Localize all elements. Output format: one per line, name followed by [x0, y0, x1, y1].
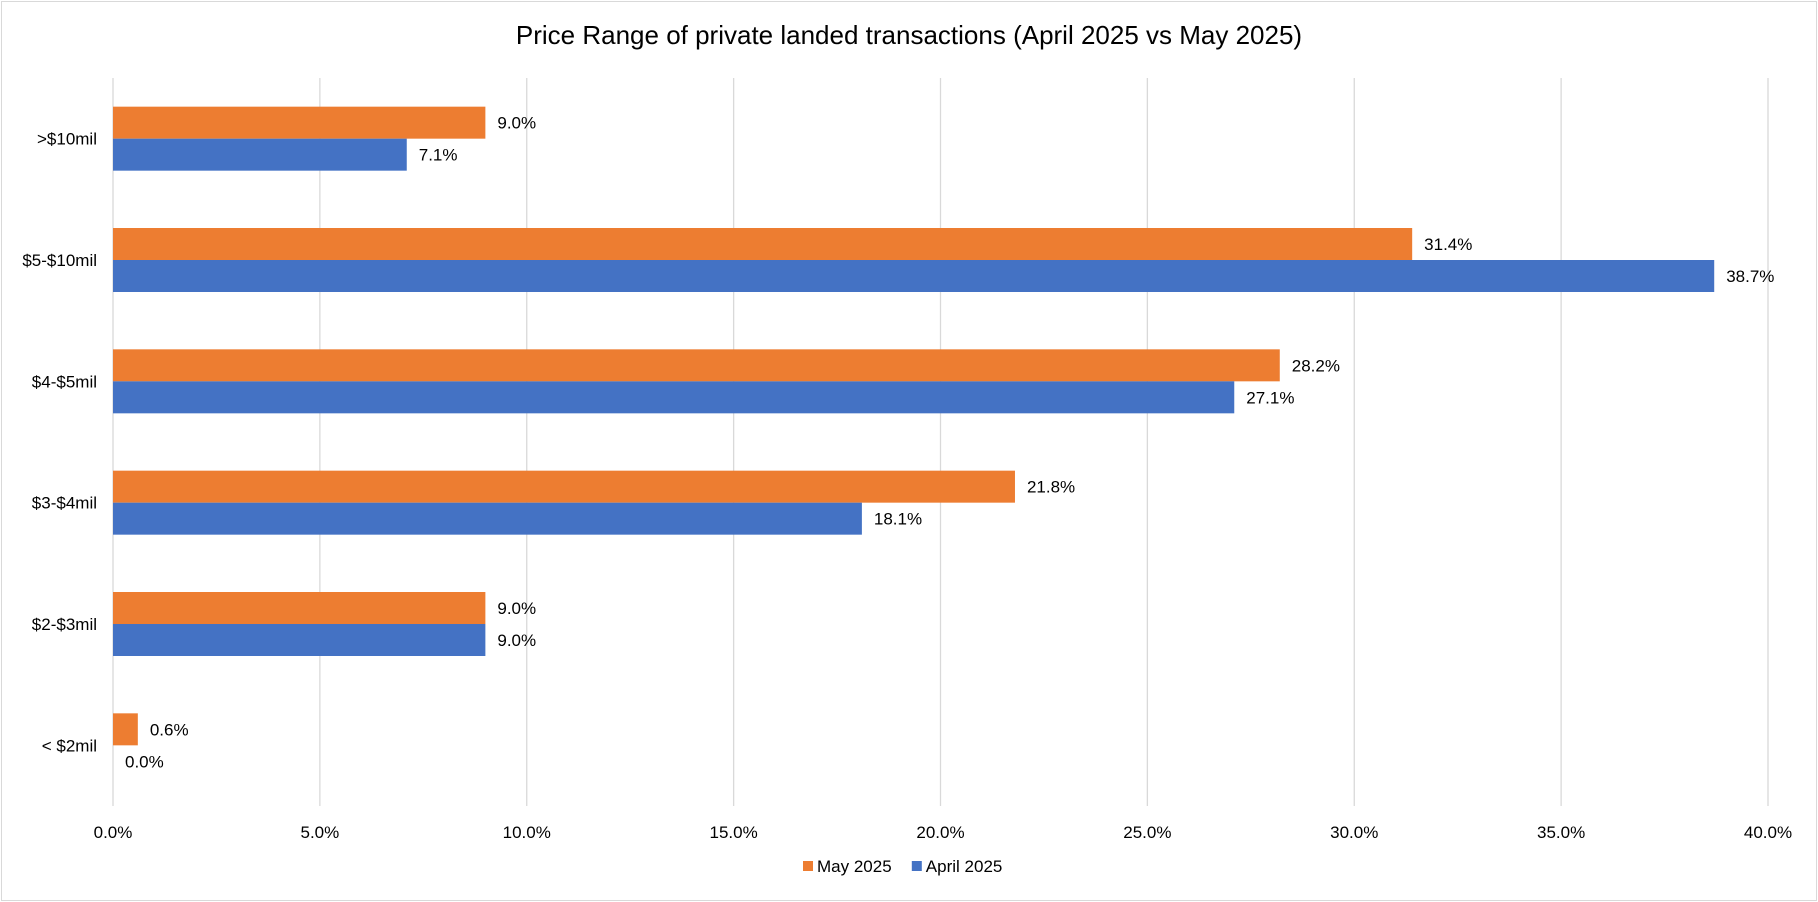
data-label: 21.8% — [1027, 478, 1075, 497]
data-label: 7.1% — [419, 146, 458, 165]
y-category-label: $2-$3mil — [32, 615, 97, 634]
data-label: 27.1% — [1246, 388, 1294, 407]
data-label: 28.2% — [1292, 356, 1340, 375]
data-label: 9.0% — [497, 599, 536, 618]
bar-may — [113, 349, 1280, 382]
legend-label: May 2025 — [817, 857, 892, 876]
x-tick-label: 20.0% — [916, 823, 964, 842]
legend: May 2025 April 2025 — [803, 857, 1002, 876]
bar-april — [113, 624, 486, 656]
x-tick-label: 10.0% — [503, 823, 551, 842]
bar-april — [113, 381, 1235, 414]
y-category-label: $5-$10mil — [22, 251, 97, 270]
y-category-label: < $2mil — [42, 736, 97, 755]
bar-may — [113, 592, 486, 624]
legend-swatch — [911, 861, 922, 871]
bars — [113, 106, 1715, 746]
category-axis-labels: >$10mil $5-$10mil $4-$5mil $3-$4mil $2-$3mil… — [22, 130, 97, 756]
x-tick-label: 35.0% — [1537, 823, 1585, 842]
x-tick-label: 15.0% — [710, 823, 758, 842]
y-category-label: $3-$4mil — [32, 494, 97, 513]
x-tick-label: 0.0% — [94, 823, 133, 842]
bar-may — [113, 470, 1015, 503]
data-label: 0.0% — [125, 752, 164, 771]
x-tick-label: 25.0% — [1123, 823, 1171, 842]
data-label: 31.4% — [1424, 235, 1472, 254]
x-tick-label: 5.0% — [301, 823, 340, 842]
chart-title: Price Range of private landed transactio… — [516, 20, 1302, 50]
bar-april — [113, 260, 1715, 292]
legend-label: April 2025 — [926, 857, 1003, 876]
legend-swatch — [803, 861, 813, 871]
bar-may — [113, 106, 486, 139]
x-tick-label: 30.0% — [1330, 823, 1378, 842]
bar-may — [113, 228, 1413, 260]
data-label: 38.7% — [1726, 267, 1774, 286]
y-category-label: $4-$5mil — [32, 372, 97, 391]
bar-april — [113, 502, 862, 535]
data-labels: 9.0% 7.1% 31.4% 38.7% 28.2% 27.1% 21.8% 18.1% 9.… — [125, 114, 1774, 772]
value-axis-labels: 0.0% 5.0% 10.0% 15.0% 20.0% 25.0% 30.0% 35.0% 40… — [94, 823, 1792, 842]
gridlines — [112, 78, 1769, 806]
data-label: 0.6% — [150, 720, 189, 739]
bar-may — [113, 713, 138, 746]
data-label: 9.0% — [497, 114, 536, 133]
data-label: 9.0% — [497, 631, 536, 650]
y-category-label: >$10mil — [37, 130, 97, 149]
bar-april — [113, 138, 407, 171]
data-label: 18.1% — [874, 510, 922, 529]
x-tick-label: 40.0% — [1744, 823, 1792, 842]
